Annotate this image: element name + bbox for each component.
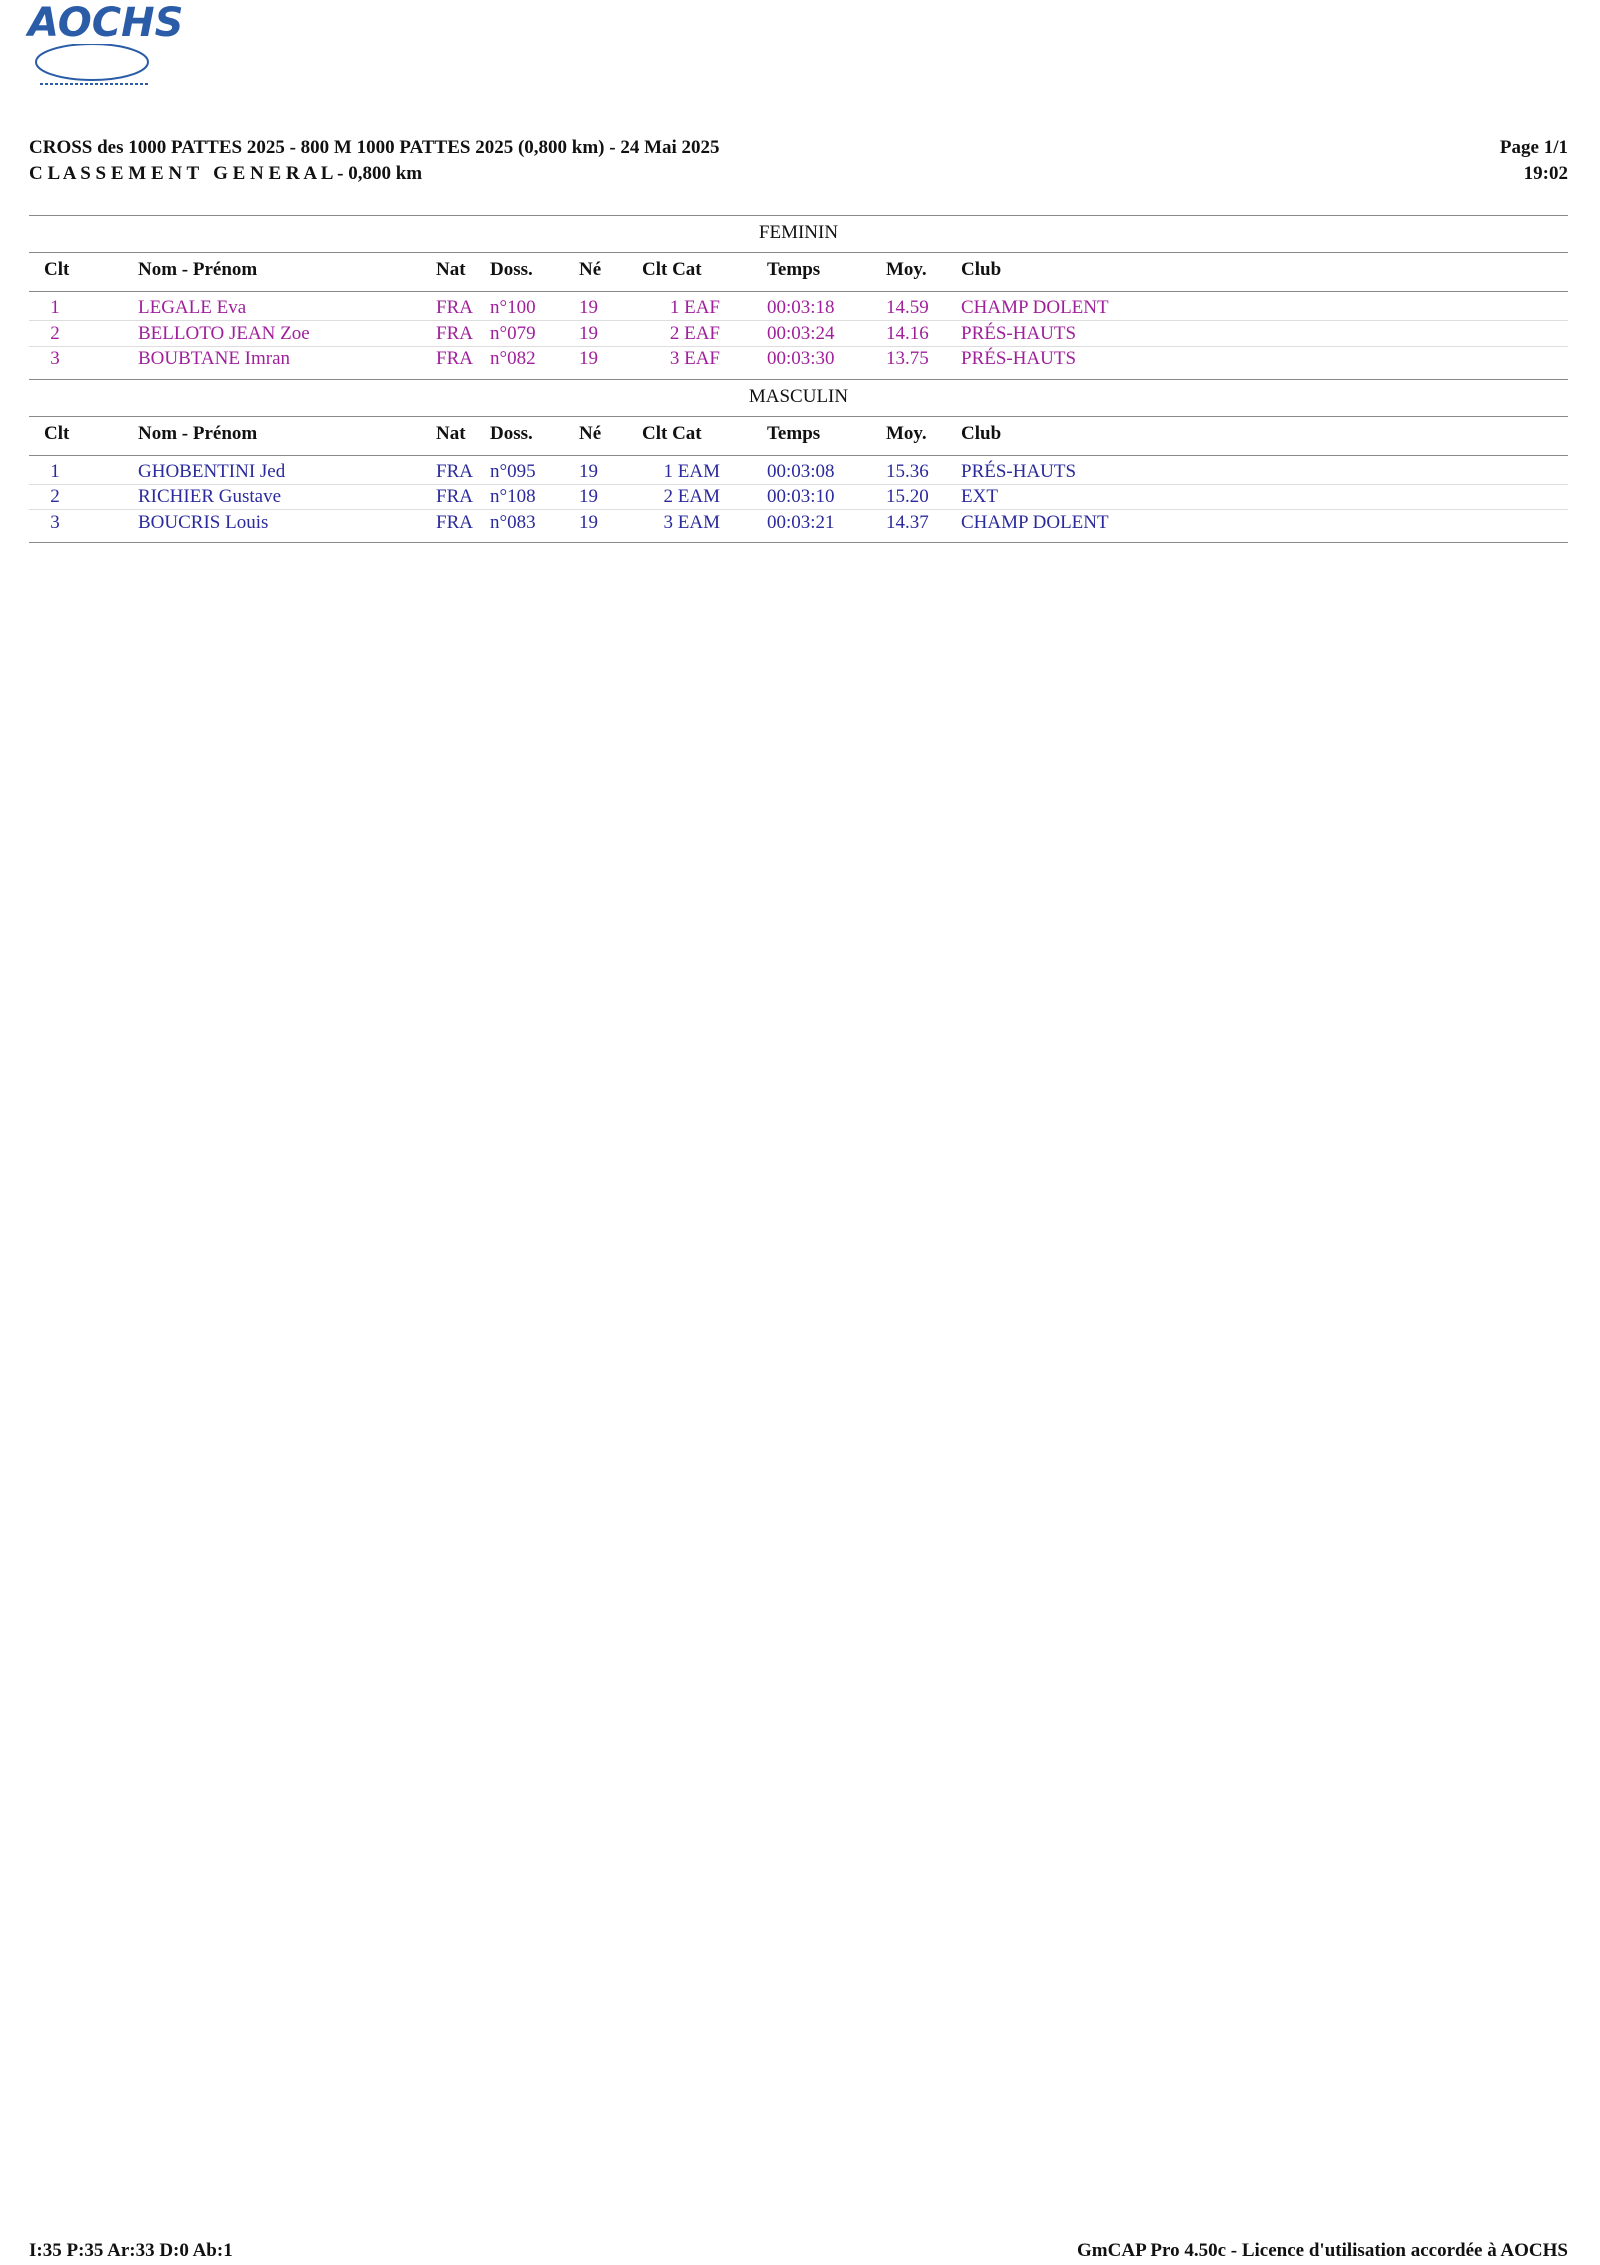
cell: 19 (579, 511, 598, 533)
section-title: FEMININ (758, 222, 839, 243)
cell: BOUBTANE Imran (138, 348, 291, 369)
cell: 00:03:18 (767, 297, 835, 318)
cell: 15.20 (886, 486, 929, 507)
subtitle: C L A S S E M E N T G E N E R A L - 0,80… (29, 163, 423, 184)
cell: CHAMP DOLENT (961, 297, 1109, 318)
column-header: Temps (767, 422, 821, 444)
title: CROSS des 1000 PATTES 2025 - 800 M 1000 … (29, 137, 720, 158)
cell: PRÉS-HAUTS (961, 348, 1077, 369)
cell: 3 (50, 348, 60, 369)
row-separator (29, 509, 1568, 510)
cell: BELLOTO JEAN Zoe (138, 322, 310, 344)
cell: 3 (50, 511, 60, 533)
cell: 19 (579, 348, 598, 369)
cell: CHAMP DOLENT (961, 511, 1109, 533)
column-header: Clt Cat (642, 259, 702, 280)
rule (29, 215, 1568, 216)
cell: FRA (436, 297, 473, 318)
cell: n°108 (490, 486, 536, 507)
cell: 00:03:08 (767, 460, 835, 482)
column-header: Temps (767, 259, 821, 280)
column-header: Doss. (490, 422, 533, 444)
cell: 19 (579, 486, 598, 507)
cell: 14.59 (886, 297, 929, 318)
cell: n°083 (490, 511, 536, 533)
cell: 14.16 (886, 322, 929, 344)
cell: LEGALE Eva (138, 297, 247, 318)
cell: BOUCRIS Louis (138, 511, 269, 533)
column-header: Nat (436, 422, 466, 444)
column-header: Né (579, 422, 602, 444)
logo: AOCHS (28, 0, 184, 46)
row-separator (29, 320, 1568, 321)
cell: n°079 (490, 322, 536, 344)
cell: PRÉS-HAUTS (961, 460, 1077, 482)
cell: 19 (579, 322, 598, 344)
rule (29, 542, 1568, 543)
column-header: Nom - Prénom (138, 259, 258, 280)
cell: EXT (961, 486, 998, 507)
cell: 1 (50, 460, 60, 482)
cell: GHOBENTINI Jed (138, 460, 286, 482)
cell: 14.37 (886, 511, 929, 533)
page-number: Page 1/1 (1499, 137, 1568, 158)
cell: PRÉS-HAUTS (961, 322, 1077, 344)
cell: 3 EAF (669, 348, 720, 369)
cell: 00:03:10 (767, 486, 835, 507)
column-header: Moy. (886, 422, 927, 444)
cell: FRA (436, 511, 473, 533)
cell: 00:03:24 (767, 322, 835, 344)
column-header: Clt (44, 259, 70, 280)
cell: 00:03:21 (767, 511, 835, 533)
cell: 19 (579, 460, 598, 482)
cell: 1 (50, 297, 60, 318)
row-separator (29, 483, 1568, 485)
cell: FRA (436, 460, 473, 482)
rule (29, 252, 1568, 253)
cell: n°082 (490, 348, 536, 369)
rule (29, 415, 1568, 417)
column-header: Doss. (490, 259, 533, 280)
cell: 13.75 (886, 348, 929, 369)
section-title: MASCULIN (748, 385, 849, 407)
rule (29, 378, 1568, 380)
cell: FRA (436, 348, 473, 369)
cell: 2 EAM (663, 486, 720, 507)
cell: 2 EAF (669, 322, 720, 344)
column-header: Clt Cat (642, 422, 702, 444)
cell: RICHIER Gustave (138, 486, 282, 507)
cell: n°100 (490, 297, 536, 318)
logo-swoosh (35, 44, 150, 85)
rule (29, 454, 1568, 456)
column-header: Club (961, 259, 1002, 280)
column-header: Club (961, 422, 1002, 444)
column-header: Clt (44, 422, 70, 444)
time: 19:02 (1523, 163, 1568, 184)
row-separator (29, 345, 1568, 347)
cell: 15.36 (886, 460, 929, 482)
cell: FRA (436, 486, 473, 507)
footer-stats: I:35 P:35 Ar:33 D:0 Ab:1 (29, 2240, 233, 2261)
column-header: Nat (436, 259, 466, 280)
cell: 1 EAF (669, 297, 720, 318)
cell: 1 EAM (663, 460, 720, 482)
column-header: Nom - Prénom (138, 422, 258, 444)
cell: 00:03:30 (767, 348, 835, 369)
cell: 2 (50, 322, 60, 344)
column-header: Né (579, 259, 602, 280)
cell: n°095 (490, 460, 536, 482)
rule (29, 291, 1568, 292)
cell: 2 (50, 486, 60, 507)
cell: 19 (579, 297, 598, 318)
cell: 3 EAM (663, 511, 720, 533)
cell: FRA (436, 322, 473, 344)
footer-licence: GmCAP Pro 4.50c - Licence d'utilisation … (1077, 2240, 1568, 2261)
column-header: Moy. (886, 259, 927, 280)
